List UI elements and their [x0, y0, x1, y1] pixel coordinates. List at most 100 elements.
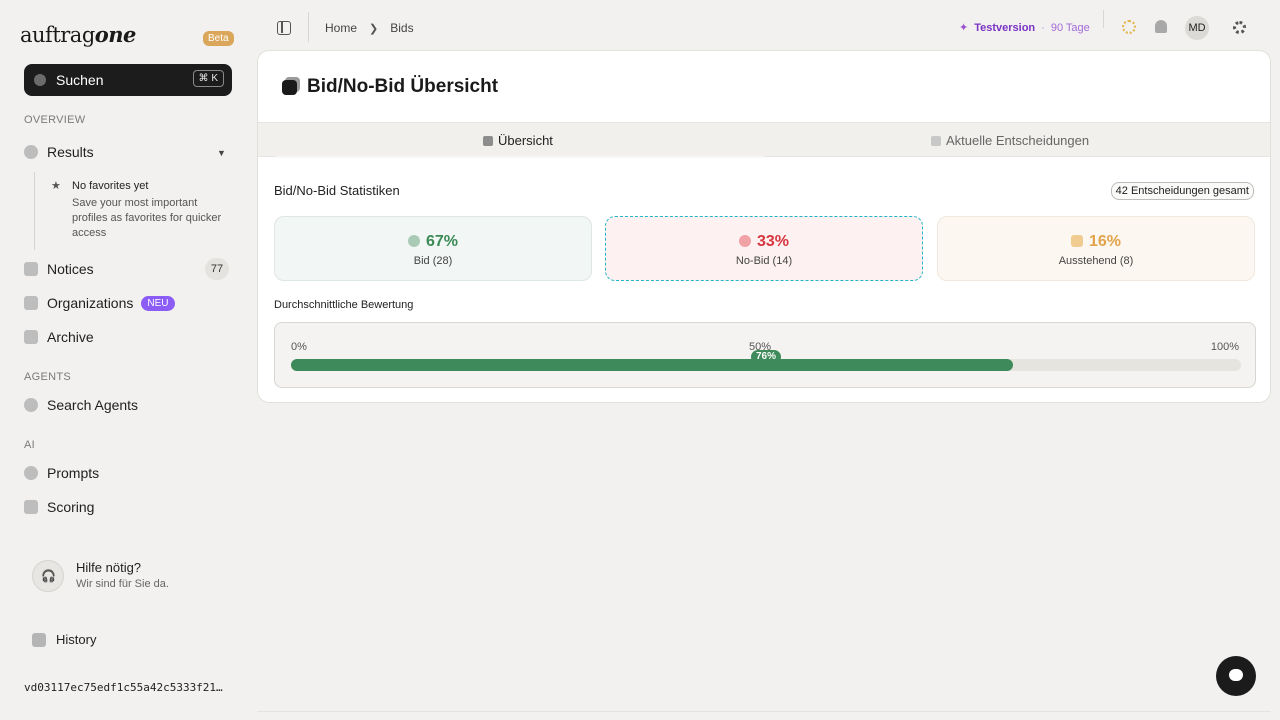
notices-count: 77 [205, 258, 229, 280]
page-title-text: Bid/No-Bid Übersicht [307, 76, 499, 97]
chevron-down-icon[interactable]: ▼ [217, 148, 226, 158]
progress-fill [291, 359, 1013, 371]
scoring-icon [24, 500, 38, 514]
favorites-text: Save your most important profiles as fav… [72, 197, 222, 239]
scale-0: 0% [291, 341, 307, 353]
logo[interactable]: auftragone [20, 22, 136, 47]
trial-indicator[interactable]: ✦ Testversion · 90 Tage [959, 21, 1090, 35]
sidebar-item-label: Results [47, 144, 94, 160]
section-ai: AI [24, 439, 35, 451]
sparkle-icon: ✦ [959, 22, 969, 34]
tab-current-decisions[interactable]: Aktuelle Entscheidungen [931, 133, 1089, 148]
stat-no-bid-value: 33% [606, 233, 922, 251]
notices-icon [24, 262, 38, 276]
search-icon [34, 74, 46, 86]
prompts-icon [24, 466, 38, 480]
help-text: Wir sind für Sie da. [76, 578, 169, 590]
archive-icon [24, 330, 38, 344]
breadcrumb-home[interactable]: Home [325, 21, 358, 35]
tab-overview[interactable]: Übersicht [483, 133, 553, 148]
sidebar-item-scoring[interactable]: Scoring [24, 497, 94, 517]
tab-active-indicator [276, 127, 764, 158]
tab-bar: Übersicht Aktuelle Entscheidungen [258, 122, 1270, 158]
scale-100: 100% [1210, 341, 1239, 353]
headset-icon: 🎧 [41, 569, 56, 583]
favorites-title: No favorites yet [72, 180, 149, 192]
sidebar-item-label: Search Agents [47, 397, 139, 413]
sidebar-item-organizations[interactable]: Organizations NEU [24, 293, 175, 313]
search-agents-icon [24, 398, 38, 412]
organizations-icon [24, 296, 38, 310]
star-icon: ★ [51, 180, 61, 192]
sidebar-toggle-icon[interactable] [277, 21, 291, 35]
bid-overview-card: Bid/No-Bid Übersicht Übersicht Aktuelle … [257, 50, 1271, 403]
sidebar-item-archive[interactable]: Archive [24, 327, 94, 347]
divider [257, 711, 1271, 712]
new-badge: NEU [141, 295, 175, 311]
list-icon [931, 135, 941, 146]
sidebar: auftragone Beta Suchen ⌘ K OVERVIEW Resu… [0, 0, 256, 720]
tab-label: Übersicht [498, 133, 553, 148]
trial-days: 90 Tage [1050, 21, 1090, 34]
history-icon [32, 632, 46, 647]
search-label: Suchen [56, 72, 104, 88]
logo-text: auftrag [20, 23, 95, 47]
avg-rating-box: 0% 50% 100% 76% [274, 322, 1256, 388]
logo-text-bold: one [94, 22, 137, 47]
favorites-empty: ★ No favorites yet Save your most import… [34, 172, 234, 250]
stat-pending-label: Ausstehend (8) [1058, 255, 1134, 267]
version-hash: vd03117ec75edf1c55a42c5333f21… [24, 681, 223, 694]
results-icon [24, 145, 38, 159]
stats-title: Bid/No-Bid Statistiken [274, 183, 400, 198]
stat-no-bid[interactable]: 33% No-Bid (14) [605, 216, 923, 281]
sidebar-item-results[interactable]: Results [24, 142, 94, 162]
stat-value: 67% [425, 233, 459, 250]
stat-pending[interactable]: 16% Ausstehend (8) [937, 216, 1255, 281]
search-button[interactable]: Suchen ⌘ K [24, 64, 232, 96]
sidebar-item-label: Prompts [47, 465, 100, 481]
sidebar-item-prompts[interactable]: Prompts [24, 463, 99, 483]
sidebar-item-notices[interactable]: Notices [24, 259, 94, 279]
top-bar: Home ❯ Bids ✦ Testversion · 90 Tage MD [256, 0, 1280, 48]
beta-badge: Beta [203, 31, 234, 46]
sidebar-item-label: Archive [47, 329, 94, 345]
trial-label: Testversion [974, 21, 1036, 34]
section-agents: AGENTS [24, 371, 72, 383]
x-icon [738, 235, 751, 247]
history-button[interactable]: History [32, 632, 96, 647]
sidebar-item-label: Notices [47, 261, 94, 277]
search-shortcut: ⌘ K [192, 70, 224, 87]
breadcrumb-current: Bids [390, 21, 414, 35]
stat-pending-value: 16% [938, 233, 1254, 251]
bell-icon[interactable] [1155, 20, 1167, 33]
copy-icon [282, 79, 297, 95]
progress-value: 76% [750, 350, 782, 364]
tab-label: Aktuelle Entscheidungen [946, 133, 1090, 148]
stat-no-bid-label: No-Bid (14) [735, 255, 793, 267]
user-avatar[interactable]: MD [1185, 16, 1209, 40]
sidebar-item-label: Scoring [47, 499, 95, 515]
divider [308, 12, 309, 42]
page-title: Bid/No-Bid Übersicht [282, 76, 498, 98]
history-label: History [56, 632, 97, 647]
stat-value: 33% [756, 233, 790, 250]
stat-bid[interactable]: 67% Bid (28) [274, 216, 592, 281]
sidebar-item-search-agents[interactable]: Search Agents [24, 395, 138, 415]
chevron-right-icon: ❯ [369, 22, 379, 35]
stat-value: 16% [1088, 233, 1122, 250]
check-icon [407, 235, 420, 247]
chat-icon[interactable] [1216, 656, 1256, 696]
overview-icon [483, 135, 493, 146]
clock-icon [1070, 235, 1083, 247]
section-overview: OVERVIEW [24, 114, 86, 126]
breadcrumb: Home ❯ Bids [325, 21, 414, 35]
progress-track [291, 359, 1241, 371]
stat-bid-label: Bid (28) [413, 255, 453, 267]
sidebar-item-label: Organizations [47, 295, 134, 311]
sun-icon[interactable] [1122, 20, 1136, 34]
gear-icon[interactable] [1233, 21, 1246, 34]
help-title: Hilfe nötig? [76, 560, 142, 575]
stat-bid-value: 67% [275, 233, 591, 251]
avg-rating-title: Durchschnittliche Bewertung [274, 299, 414, 311]
total-badge: 42 Entscheidungen gesamt [1110, 182, 1254, 200]
